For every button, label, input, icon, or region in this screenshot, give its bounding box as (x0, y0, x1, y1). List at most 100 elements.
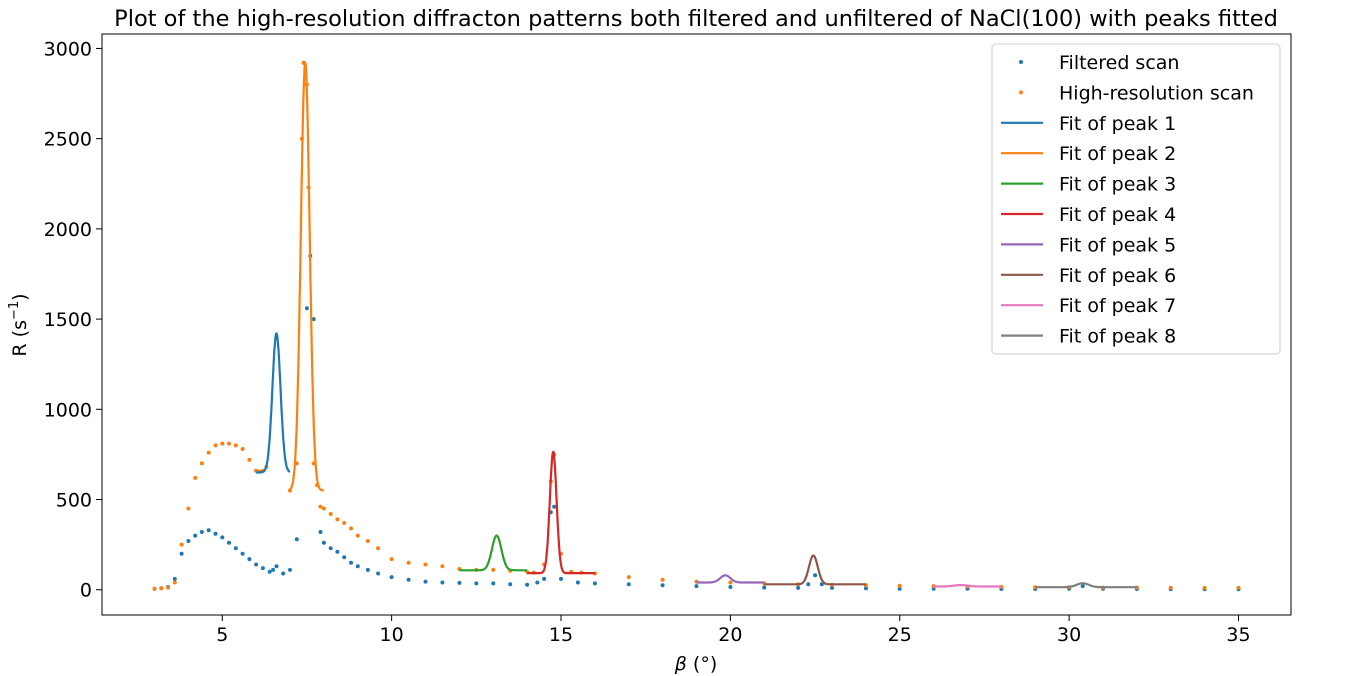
scatter-point (457, 580, 462, 585)
scatter-point (694, 584, 699, 589)
legend-marker (1019, 60, 1023, 64)
scatter-point (796, 585, 801, 590)
scatter-point (559, 576, 563, 581)
y-tick-label: 500 (56, 490, 92, 512)
x-axis-label-unit: (°) (693, 653, 717, 675)
scatter-point (179, 542, 184, 547)
x-tick-label: 20 (718, 624, 742, 646)
legend-label: Fit of peak 5 (1059, 234, 1176, 256)
scatter-point (335, 517, 340, 522)
chart-title: Plot of the high-resolution diffracton p… (114, 6, 1278, 32)
scatter-point (271, 567, 276, 572)
scatter-point (1236, 585, 1241, 590)
scatter-point (728, 585, 733, 589)
x-axis-label: β (°) (674, 653, 717, 675)
scatter-point (508, 582, 513, 587)
fit-line-peak-3 (459, 534, 528, 572)
scatter-point (233, 443, 238, 448)
scatter-point (626, 575, 631, 580)
scatter-point (206, 450, 211, 455)
x-tick-label: 15 (549, 624, 573, 646)
scatter-point (355, 533, 360, 538)
scatter-point (365, 539, 370, 543)
y-tick-label: 1000 (44, 399, 92, 421)
x-axis: 5 10 15 20 25 30 35 (216, 615, 1251, 646)
scatter-point (220, 535, 225, 540)
legend-entry: Fit of peak 2 (1001, 143, 1176, 165)
y-tick-label: 2000 (44, 219, 92, 241)
scatter-point (342, 555, 347, 560)
scatter-point (863, 586, 868, 591)
scatter-point (247, 457, 252, 462)
scatter-point (1168, 585, 1173, 590)
scatter-point (318, 530, 323, 534)
scatter-point (1202, 585, 1207, 590)
scatter-point (592, 581, 597, 586)
x-tick-label: 25 (888, 624, 912, 646)
scatter-point (199, 530, 204, 534)
scatter-point (179, 551, 184, 556)
scatter-point (213, 443, 218, 448)
legend-label: Fit of peak 1 (1059, 113, 1176, 135)
fit-line-peak-7 (933, 583, 1002, 588)
legend: Filtered scan High-resolution scan Fit of … (991, 43, 1281, 355)
scatter-point (294, 537, 299, 542)
scatter-point (159, 586, 164, 591)
scatter-point (491, 567, 496, 572)
scatter-point (389, 557, 394, 562)
scatter-point (304, 306, 309, 311)
scatter-point (152, 586, 157, 591)
scatter-point (423, 579, 428, 584)
scatter-point (267, 569, 272, 574)
scatter-point (365, 567, 370, 572)
fit-line-peak-1 (256, 332, 291, 474)
scatter-point (491, 581, 496, 586)
legend-entry: Fit of peak 1 (1001, 113, 1176, 135)
legend-marker (1019, 90, 1023, 95)
fit-line-peak-6 (764, 554, 866, 586)
scatter-point (342, 521, 347, 525)
legend-entry: Fit of peak 3 (1001, 174, 1176, 196)
legend-entry: Fit of peak 7 (1001, 295, 1176, 317)
scatter-point (328, 512, 333, 516)
legend-label: Fit of peak 3 (1059, 174, 1176, 196)
legend-entry: High-resolution scan (1019, 82, 1254, 104)
scatter-point (525, 582, 530, 587)
legend-label: Fit of peak 2 (1059, 143, 1176, 165)
legend-label: Fit of peak 6 (1059, 265, 1176, 287)
scatter-point (376, 546, 381, 551)
legend-entry: Fit of peak 4 (1001, 204, 1176, 226)
scatter-point (474, 581, 479, 586)
x-tick-label: 35 (1226, 624, 1250, 646)
scatter-point (660, 583, 665, 588)
scatter-point (311, 317, 316, 322)
scatter-point (321, 540, 326, 545)
scatter-point (1080, 584, 1085, 589)
scatter-point (335, 549, 340, 554)
scatter-point (240, 551, 245, 556)
fit-line-peak-5 (696, 574, 765, 584)
fit-line-peak-2 (289, 60, 324, 492)
legend-label: Fit of peak 8 (1059, 326, 1176, 348)
scatter-point (406, 560, 411, 565)
plot-frame (101, 33, 1292, 616)
scatter-point (193, 533, 198, 538)
scatter-point (186, 539, 191, 543)
y-tick-label: 0 (80, 580, 92, 602)
x-tick-label: 30 (1057, 624, 1081, 646)
scatter-point (728, 580, 733, 585)
scatter-point (288, 567, 292, 572)
scatter-point (254, 562, 259, 567)
scatter-point (355, 564, 360, 569)
x-axis-label-symbol: β (674, 653, 687, 675)
scatter-point (440, 564, 445, 569)
scatter-point (440, 580, 445, 585)
x-tick-label: 5 (216, 624, 228, 646)
scatter-point (321, 506, 326, 511)
scatter-point (227, 441, 231, 446)
scatter-point (542, 576, 547, 581)
scatter-point (227, 540, 231, 545)
legend-label: Fit of peak 4 (1059, 204, 1176, 226)
scatter-point (220, 441, 225, 446)
